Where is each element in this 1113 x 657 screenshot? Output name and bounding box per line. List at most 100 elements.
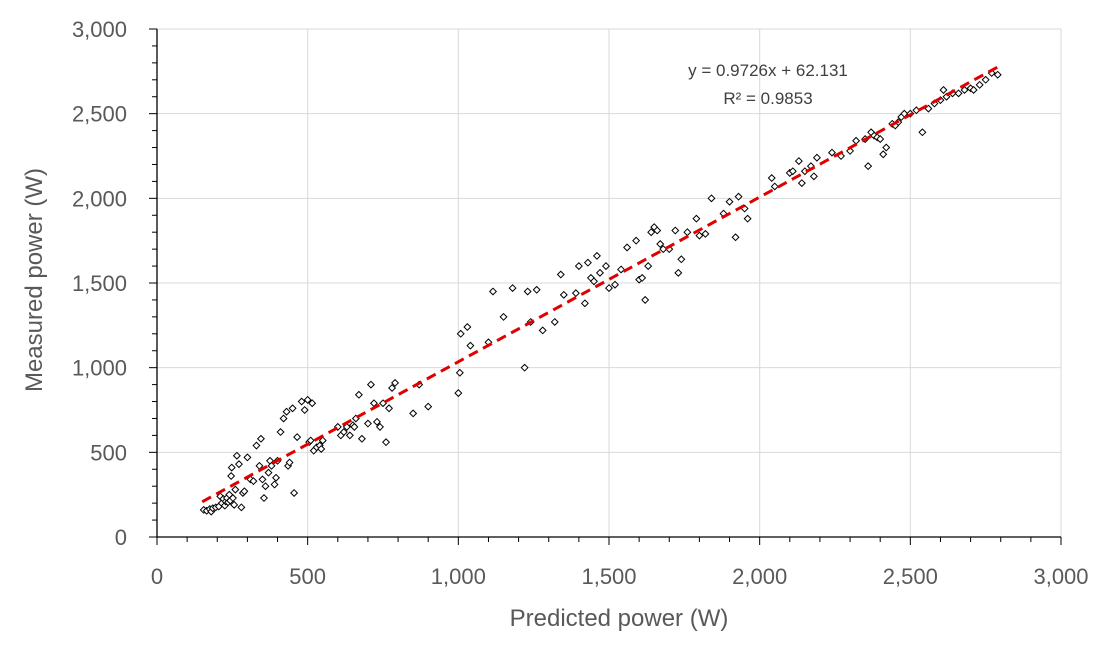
data-point [363,419,372,428]
data-point [743,214,752,223]
data-point [918,128,927,137]
data-point [375,422,384,431]
data-point [508,284,517,293]
x-tick-label: 1,000 [431,564,486,589]
data-point [306,436,315,445]
data-point [232,451,241,460]
data-point [623,243,632,252]
axes [149,28,1062,545]
data-point [538,326,547,335]
data-point [388,383,397,392]
x-tick-label: 500 [289,564,326,589]
data-point [317,444,326,453]
data-point [846,146,855,155]
data-point [227,472,236,481]
data-point [827,148,836,157]
data-point [318,436,327,445]
data-point [611,280,620,289]
data-point [279,414,288,423]
data-point [969,85,978,94]
data-point [604,284,614,293]
data-point [647,228,656,237]
data-point [345,431,354,440]
y-tick-label: 1,500 [72,271,127,296]
data-point [674,268,683,277]
data-point [556,270,565,279]
data-point [683,228,692,237]
data-point [692,214,701,223]
data-point [499,312,508,321]
data-point [632,236,641,245]
x-tick-label: 3,000 [1033,564,1088,589]
data-point [357,434,366,443]
data-point [725,197,734,206]
data-point [261,482,270,491]
data-point [574,262,583,271]
data-point [770,182,779,191]
data-point [272,473,281,482]
data-point [641,295,650,304]
data-point [671,226,680,235]
data-point [580,299,589,308]
data-point [864,162,873,171]
data-point [794,157,803,166]
y-tick-label: 500 [90,440,127,465]
data-point [267,461,276,470]
data-point [653,226,662,235]
data-point [456,329,465,338]
data-point [270,480,279,489]
data-point [258,475,267,484]
data-point [788,167,797,176]
data-point [466,341,475,350]
data-point [285,458,294,467]
data-point [290,488,299,497]
data-point [350,422,359,431]
data-point [366,380,375,389]
data-point [264,468,273,477]
data-point [559,290,568,299]
data-point [249,477,258,486]
data-point [252,441,261,450]
data-point [230,500,239,509]
data-point [532,285,541,294]
data-point [644,262,653,271]
data-point [424,402,433,411]
data-point [240,487,249,496]
data-point [303,395,312,404]
data-point [288,404,297,413]
data-point [809,172,818,181]
y-tick-label: 0 [115,525,127,550]
data-point [656,240,665,249]
trendline [201,65,999,504]
trendline-r-squared: R² = 0.9853 [723,89,812,108]
y-tick-label: 2,000 [72,186,127,211]
y-tick-label: 3,000 [72,17,127,42]
data-point [282,407,291,416]
data-point [571,289,580,298]
data-point [695,231,704,240]
data-point [391,378,400,387]
data-point [372,417,381,426]
x-tick-label: 2,000 [732,564,787,589]
trendline-equation: y = 0.9726x + 62.131 [688,61,848,80]
data-point [707,194,716,203]
data-point [592,251,601,260]
data-point [550,317,559,326]
data-point [300,405,309,415]
x-axis-title: Predicted power (W) [510,605,729,632]
data-points [199,69,1002,516]
data-point [523,287,532,296]
data-point [339,428,348,437]
data-point [243,453,252,462]
x-tick-label: 0 [151,564,163,589]
data-point [812,153,821,162]
data-point [228,494,237,503]
data-point [237,503,246,512]
data-point [583,258,592,267]
data-point [975,80,984,89]
data-point [385,404,394,413]
data-point [455,368,464,377]
data-point [767,174,776,183]
data-point [882,143,891,152]
